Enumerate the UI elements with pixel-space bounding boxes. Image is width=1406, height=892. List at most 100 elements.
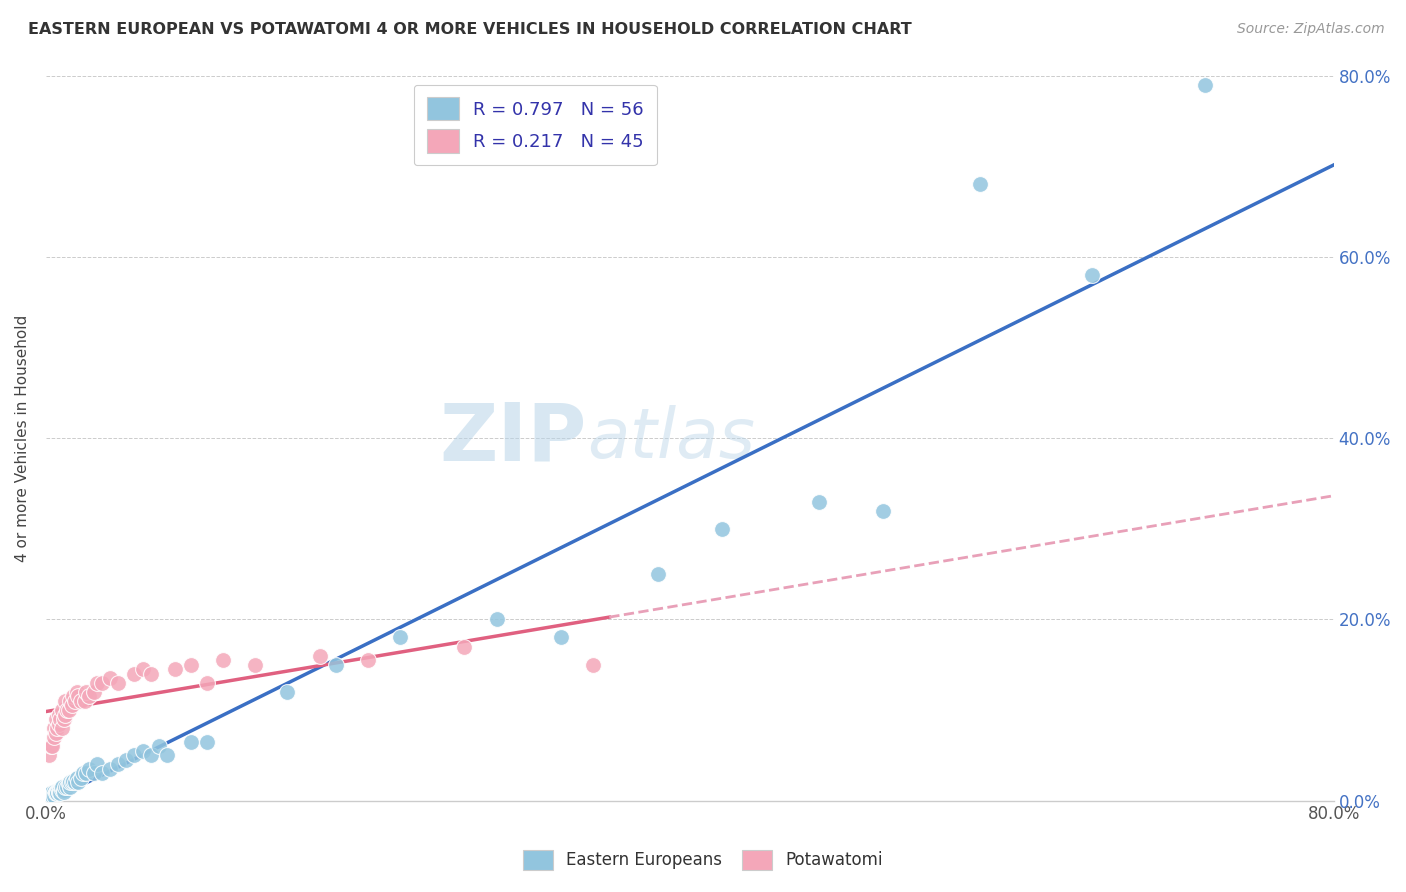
Point <box>83 685 105 699</box>
Point <box>63 694 86 708</box>
Point <box>67 690 90 704</box>
Point <box>582 657 605 672</box>
Point <box>357 653 380 667</box>
Point <box>49 786 72 800</box>
Point <box>711 522 734 536</box>
Point <box>131 662 153 676</box>
Point <box>70 694 93 708</box>
Point <box>38 748 60 763</box>
Text: ZIP: ZIP <box>440 399 586 477</box>
Point <box>56 703 79 717</box>
Point <box>46 721 69 735</box>
Point <box>107 757 129 772</box>
Point <box>46 786 69 800</box>
Point <box>98 671 121 685</box>
Point <box>52 784 75 798</box>
Point <box>42 784 65 798</box>
Point <box>969 178 991 192</box>
Point <box>124 748 146 763</box>
Point <box>52 782 75 797</box>
Point <box>62 690 84 704</box>
Point <box>83 766 105 780</box>
Point <box>75 685 97 699</box>
Point <box>53 780 76 794</box>
Point <box>42 789 65 803</box>
Point <box>195 675 218 690</box>
Point <box>180 657 202 672</box>
Point <box>70 771 93 785</box>
Point <box>60 775 83 789</box>
Point <box>73 694 96 708</box>
Point <box>75 766 97 780</box>
Point <box>60 698 83 713</box>
Point <box>62 773 84 788</box>
Point <box>51 721 73 735</box>
Point <box>91 675 114 690</box>
Point <box>52 712 75 726</box>
Point <box>51 782 73 797</box>
Y-axis label: 4 or more Vehicles in Household: 4 or more Vehicles in Household <box>15 315 30 562</box>
Point <box>325 657 347 672</box>
Point <box>65 771 87 785</box>
Point <box>180 735 202 749</box>
Point <box>45 784 67 798</box>
Point <box>86 675 108 690</box>
Point <box>48 784 70 798</box>
Point <box>59 780 82 794</box>
Point <box>53 694 76 708</box>
Point <box>389 631 412 645</box>
Point <box>807 494 830 508</box>
Point <box>308 648 330 663</box>
Text: EASTERN EUROPEAN VS POTAWATOMI 4 OR MORE VEHICLES IN HOUSEHOLD CORRELATION CHART: EASTERN EUROPEAN VS POTAWATOMI 4 OR MORE… <box>28 22 912 37</box>
Point <box>647 567 669 582</box>
Point <box>49 782 72 797</box>
Point <box>48 707 70 722</box>
Point <box>49 712 72 726</box>
Text: Source: ZipAtlas.com: Source: ZipAtlas.com <box>1237 22 1385 37</box>
Point <box>872 503 894 517</box>
Point <box>45 786 67 800</box>
Legend: Eastern Europeans, Potawatomi: Eastern Europeans, Potawatomi <box>516 843 890 877</box>
Point <box>63 775 86 789</box>
Point <box>91 766 114 780</box>
Point <box>107 675 129 690</box>
Point <box>39 786 62 800</box>
Point <box>58 777 80 791</box>
Point <box>41 789 63 803</box>
Point <box>550 631 572 645</box>
Point <box>79 690 101 704</box>
Point <box>42 721 65 735</box>
Point <box>48 784 70 798</box>
Point <box>156 748 179 763</box>
Point <box>46 784 69 798</box>
Point <box>245 657 267 672</box>
Point <box>1081 268 1104 282</box>
Point <box>58 703 80 717</box>
Point <box>148 739 170 754</box>
Point <box>51 780 73 794</box>
Point <box>45 725 67 739</box>
Point <box>453 640 475 654</box>
Point <box>48 716 70 731</box>
Point <box>41 739 63 754</box>
Point <box>1194 78 1216 92</box>
Point <box>139 748 162 763</box>
Point <box>38 789 60 803</box>
Point <box>98 762 121 776</box>
Point <box>45 712 67 726</box>
Point <box>72 766 94 780</box>
Point <box>59 775 82 789</box>
Text: atlas: atlas <box>586 405 755 472</box>
Point <box>79 762 101 776</box>
Point <box>163 662 186 676</box>
Point <box>65 685 87 699</box>
Point <box>56 780 79 794</box>
Point <box>139 666 162 681</box>
Point <box>115 753 138 767</box>
Point <box>212 653 235 667</box>
Point <box>59 694 82 708</box>
Point <box>195 735 218 749</box>
Point <box>67 775 90 789</box>
Point <box>86 757 108 772</box>
Point <box>39 739 62 754</box>
